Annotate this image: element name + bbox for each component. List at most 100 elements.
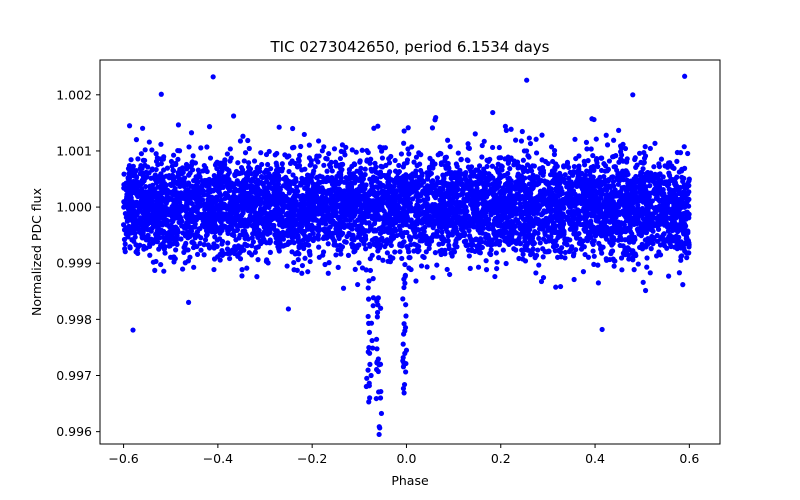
data-point <box>389 236 395 242</box>
data-point <box>478 236 484 242</box>
data-point <box>515 162 521 169</box>
data-point <box>370 199 376 206</box>
data-point <box>244 242 250 249</box>
data-point <box>584 146 590 152</box>
data-point <box>472 131 478 137</box>
data-point <box>175 156 181 162</box>
data-point <box>178 236 184 242</box>
data-point <box>202 237 209 243</box>
data-point <box>303 241 309 247</box>
data-point <box>539 132 545 138</box>
data-point <box>648 246 654 252</box>
data-point <box>622 145 629 152</box>
data-point <box>436 205 442 211</box>
data-point <box>198 235 204 241</box>
data-point <box>154 198 160 204</box>
data-point <box>406 249 412 255</box>
data-point <box>214 194 220 200</box>
data-point <box>585 254 592 260</box>
data-point <box>161 268 167 274</box>
data-point <box>522 201 528 207</box>
data-point <box>175 122 182 128</box>
data-point <box>398 151 405 157</box>
data-point <box>532 255 538 261</box>
data-point <box>656 249 662 255</box>
data-point <box>676 270 682 276</box>
data-point <box>371 228 377 234</box>
data-point <box>255 257 261 263</box>
data-point <box>272 228 279 234</box>
data-point <box>561 164 567 170</box>
data-point <box>633 164 639 170</box>
data-point <box>239 212 245 218</box>
data-point <box>644 255 650 261</box>
data-point <box>544 189 550 196</box>
data-point <box>155 224 161 230</box>
data-point <box>679 168 685 174</box>
data-point <box>276 124 282 130</box>
data-point <box>296 158 302 164</box>
data-point <box>419 238 425 244</box>
data-point <box>273 160 279 166</box>
data-point <box>479 142 485 149</box>
data-point <box>434 175 440 181</box>
data-point <box>379 155 386 161</box>
data-point <box>618 255 625 261</box>
data-point <box>267 237 273 243</box>
data-point <box>353 149 359 155</box>
data-point <box>251 158 258 164</box>
data-point <box>680 282 686 288</box>
data-point <box>375 123 381 129</box>
data-point <box>646 178 652 184</box>
data-point <box>520 256 526 262</box>
data-point <box>611 263 617 269</box>
data-point <box>495 238 501 244</box>
data-point <box>249 235 255 241</box>
data-point <box>475 167 481 173</box>
data-point <box>245 170 251 176</box>
data-point <box>530 239 536 245</box>
data-point <box>572 136 578 142</box>
data-point <box>618 220 624 226</box>
data-point <box>275 235 281 241</box>
data-point <box>242 150 249 156</box>
data-point <box>295 257 301 263</box>
data-point <box>632 236 638 243</box>
data-point <box>616 127 622 133</box>
data-point <box>679 253 685 259</box>
data-point <box>454 244 460 250</box>
data-point <box>620 177 627 183</box>
data-point <box>453 237 459 244</box>
data-point <box>438 160 445 166</box>
data-point <box>485 225 491 231</box>
data-point <box>301 208 307 214</box>
data-point <box>686 176 692 182</box>
data-point <box>189 201 195 207</box>
data-point <box>290 125 296 132</box>
data-point <box>436 224 442 230</box>
data-point <box>433 114 439 121</box>
data-point <box>613 214 619 220</box>
data-point <box>285 180 291 186</box>
data-point <box>426 245 432 252</box>
data-point <box>291 234 297 240</box>
data-point <box>235 160 241 166</box>
data-point <box>168 158 175 165</box>
data-point <box>540 254 546 260</box>
data-point <box>226 185 232 191</box>
data-point <box>324 168 330 174</box>
data-point <box>305 269 311 275</box>
data-point <box>174 199 180 206</box>
data-point <box>681 144 687 150</box>
data-point <box>660 187 666 193</box>
data-point <box>230 113 237 119</box>
data-point <box>638 159 644 165</box>
data-point <box>321 202 327 208</box>
data-point <box>677 184 683 191</box>
data-point <box>579 170 585 177</box>
data-point <box>413 278 419 284</box>
data-point <box>637 244 643 251</box>
data-point <box>355 234 361 240</box>
data-point <box>265 204 271 210</box>
data-point <box>596 240 602 246</box>
